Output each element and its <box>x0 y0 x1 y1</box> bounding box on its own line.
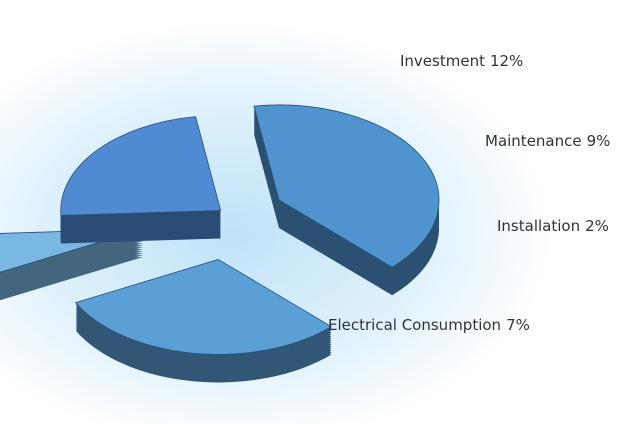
category-name: Maintenance <box>485 132 582 150</box>
category-name: Installation <box>497 217 580 235</box>
value-label: 2% <box>585 217 609 235</box>
slice-label: Maintenance 9% <box>485 132 610 150</box>
slice <box>75 259 333 355</box>
slice-label: Installation 2% <box>497 217 609 235</box>
value-label: 12% <box>490 52 523 70</box>
labels: Investment 12% Maintenance 9% Installation 2%… <box>328 52 610 334</box>
slice <box>253 104 440 268</box>
slice <box>60 116 222 216</box>
slice-label: Electrical Consumption 7% <box>328 316 530 334</box>
value-label: 9% <box>587 132 611 150</box>
pie <box>0 104 440 383</box>
category-name: Investment <box>400 52 485 70</box>
slice-label: Investment 12% <box>400 52 523 70</box>
category-name: Electrical Consumption <box>328 316 501 334</box>
value-label: 7% <box>506 316 530 334</box>
